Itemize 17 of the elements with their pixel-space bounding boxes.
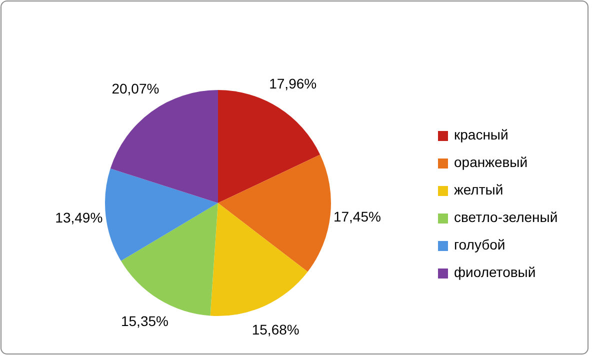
data-label: 17,45%: [333, 208, 381, 224]
legend-label: фиолетовый: [454, 264, 536, 280]
pie-slice: [218, 90, 320, 203]
data-label: 15,35%: [120, 313, 168, 330]
data-label: 13,49%: [55, 210, 103, 226]
legend-label: светло-зеленый: [454, 209, 558, 226]
data-label: 20,07%: [112, 80, 160, 97]
legend-label: красный: [454, 126, 508, 143]
legend-label: голубой: [454, 236, 506, 253]
legend-label: оранжевый: [454, 154, 528, 170]
pie-slice: [210, 203, 308, 316]
data-label: 17,96%: [269, 75, 317, 92]
pie-slice: [218, 154, 331, 272]
pie-slice: [105, 168, 218, 261]
pie-slice: [120, 203, 218, 316]
legend-label: желтый: [454, 182, 504, 198]
data-label: 15,68%: [252, 321, 300, 338]
